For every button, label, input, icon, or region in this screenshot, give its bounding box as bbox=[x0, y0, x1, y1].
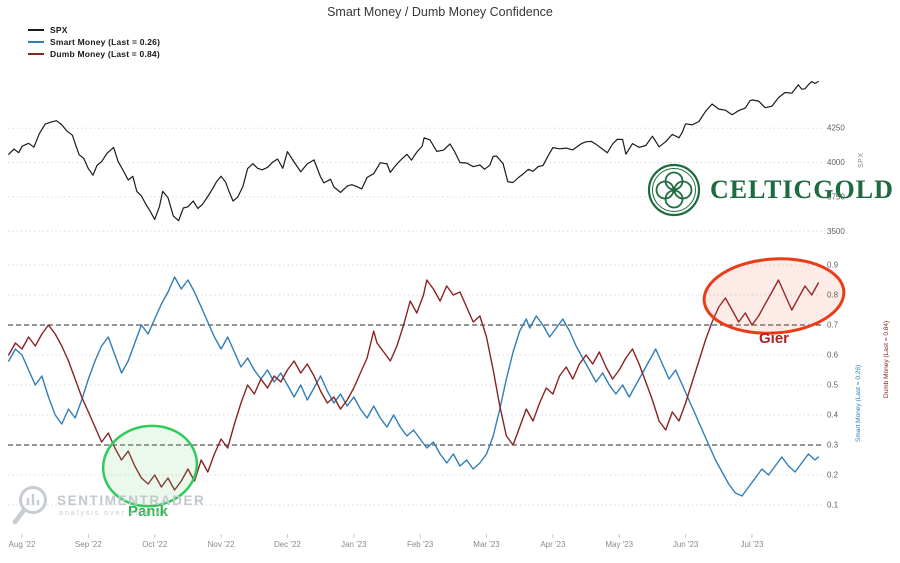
x-axis-label: Dec '22 bbox=[274, 540, 301, 549]
x-axis-label: Oct '22 bbox=[142, 540, 168, 549]
watermark-name: SENTIMENTRADER bbox=[57, 493, 206, 508]
celticgold-logo-text: CELTICGOLD bbox=[710, 175, 894, 204]
panik-ellipse bbox=[101, 424, 199, 508]
x-axis-label: Jan '23 bbox=[341, 540, 367, 549]
series-line-smart bbox=[7, 276, 819, 497]
celticgold-logo: CELTICGOLD bbox=[646, 162, 894, 218]
sentimentrader-watermark: SENTIMENTRADER analysis over emotion bbox=[10, 484, 205, 530]
spx-tick-label: 4250 bbox=[827, 124, 845, 133]
confidence-tick-label: 0.2 bbox=[827, 471, 839, 480]
dumb-money-axis-title: Dumb Money (Last = 0.84) bbox=[883, 320, 890, 398]
confidence-tick-label: 0.7 bbox=[827, 321, 839, 330]
x-axis-label: Apr '23 bbox=[540, 540, 566, 549]
celtic-knot-icon bbox=[647, 163, 701, 217]
confidence-tick-label: 0.8 bbox=[827, 291, 839, 300]
spx-line-swatch bbox=[28, 29, 44, 31]
series-line-spx bbox=[8, 80, 819, 222]
watermark-tagline: analysis over emotion bbox=[59, 510, 169, 517]
gier-ellipse bbox=[702, 257, 846, 335]
legend-item-dumb-money: Dumb Money (Last = 0.84) bbox=[28, 48, 160, 60]
spx-tick-label: 3500 bbox=[827, 227, 845, 236]
x-axis-label: Nov '22 bbox=[208, 540, 235, 549]
watermark-text-block: SENTIMENTRADER analysis over emotion bbox=[57, 484, 205, 517]
gier-annotation-label: Gier bbox=[758, 330, 790, 347]
confidence-tick-label: 0.6 bbox=[827, 351, 839, 360]
x-axis-label: Sep '22 bbox=[75, 540, 102, 549]
x-axis-label: May '23 bbox=[605, 540, 633, 549]
x-axis-label: Jun '23 bbox=[673, 540, 699, 549]
confidence-tick-label: 0.3 bbox=[827, 441, 839, 450]
confidence-tick-label: 0.1 bbox=[827, 501, 839, 510]
spx-tick-label: 4000 bbox=[827, 158, 845, 167]
chart-title: Smart Money / Dumb Money Confidence bbox=[327, 5, 553, 19]
smart-money-line-swatch bbox=[28, 41, 44, 43]
x-axis-label: Mar '23 bbox=[473, 540, 500, 549]
confidence-tick-label: 0.5 bbox=[827, 381, 839, 390]
legend-label-dumb-money: Dumb Money (Last = 0.84) bbox=[50, 49, 160, 59]
x-axis-label: Feb '23 bbox=[407, 540, 434, 549]
series-line-dumb bbox=[7, 279, 819, 491]
magnifier-icon bbox=[12, 486, 47, 525]
legend-item-smart-money: Smart Money (Last = 0.26) bbox=[28, 36, 160, 48]
spx-tick-label: 3750 bbox=[827, 192, 845, 201]
confidence-tick-label: 0.9 bbox=[827, 261, 839, 270]
smart-money-axis-title: Smart Money (Last = 0.26) bbox=[855, 364, 862, 442]
legend-label-spx: SPX bbox=[50, 25, 68, 35]
chart-legend: SPX Smart Money (Last = 0.26) Dumb Money… bbox=[28, 24, 160, 60]
legend-item-spx: SPX bbox=[28, 24, 160, 36]
x-axis-label: Jul '23 bbox=[741, 540, 764, 549]
x-axis-label: Aug '22 bbox=[9, 540, 36, 549]
panik-annotation-label: Panik bbox=[127, 503, 169, 520]
confidence-tick-label: 0.4 bbox=[827, 411, 839, 420]
dumb-money-line-swatch bbox=[28, 53, 44, 55]
legend-label-smart-money: Smart Money (Last = 0.26) bbox=[50, 37, 161, 47]
